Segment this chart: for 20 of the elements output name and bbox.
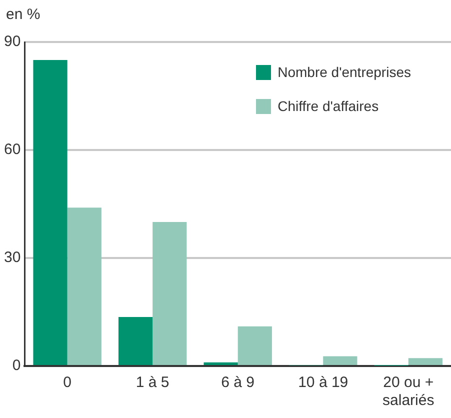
legend-label: Chiffre d'affaires xyxy=(278,98,379,114)
y-tick-label: 90 xyxy=(4,33,21,50)
x-tick-label: 20 ou + salariés xyxy=(382,374,434,410)
bar xyxy=(118,317,153,365)
bar xyxy=(408,358,442,365)
y-tick-label: 60 xyxy=(4,141,21,158)
bar xyxy=(323,356,358,365)
legend-label: Nombre d'entreprises xyxy=(278,64,411,80)
x-tick-label: 10 à 19 xyxy=(298,374,348,392)
bar xyxy=(204,362,238,365)
y-axis-title: en % xyxy=(6,6,40,23)
x-tick-label: 6 à 9 xyxy=(221,374,255,392)
bar xyxy=(67,208,102,365)
bar xyxy=(33,60,68,365)
x-tick-label: 0 xyxy=(63,374,72,392)
y-tick-label: 30 xyxy=(4,249,21,266)
bar xyxy=(238,326,272,365)
x-tick-label: 1 à 5 xyxy=(136,374,170,392)
bar xyxy=(152,222,187,365)
y-tick-label: 0 xyxy=(12,357,21,374)
